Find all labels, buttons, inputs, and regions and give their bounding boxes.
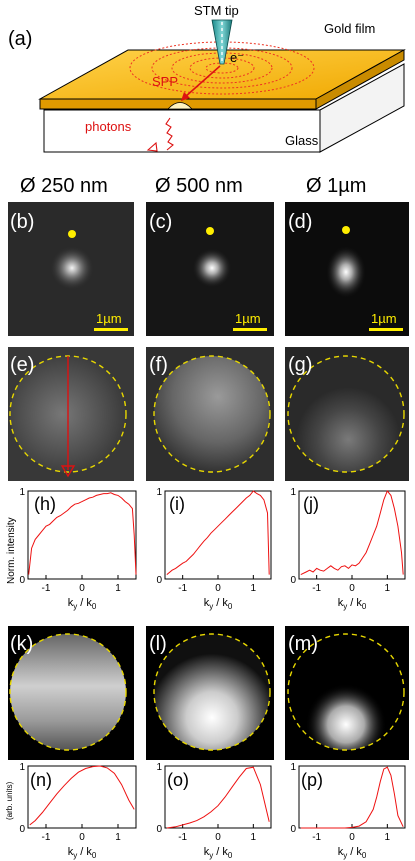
panel-e [8, 347, 134, 481]
x-tick-label-p: -1 [312, 832, 321, 843]
hole [167, 102, 193, 110]
y-tick-label-o: 0 [156, 824, 162, 835]
stm-tip-label: STM tip [194, 3, 239, 18]
spp-label: SPP [152, 74, 178, 89]
panel-label-n: (n) [30, 770, 52, 790]
panel-b [8, 202, 134, 336]
x-axis-label-n: ky / k0 [68, 846, 97, 860]
panel-g [285, 347, 409, 481]
panel-label-e: (e) [10, 354, 34, 376]
panel-label-k: (k) [10, 633, 33, 655]
x-tick-label-o: 0 [215, 832, 221, 843]
glass-label: Glass [285, 133, 319, 148]
plot-frame-p [298, 765, 406, 829]
x-tick-label-h: -1 [42, 583, 51, 594]
panel-label-l: (l) [149, 633, 167, 655]
spp-arrowhead [181, 92, 190, 101]
panel-label-i: (i) [169, 494, 185, 514]
x-tick-label-j: -1 [312, 583, 321, 594]
y-tick-label-o: 1 [156, 762, 162, 773]
ylabel-simulation: (arb. units) [5, 781, 14, 820]
x-tick-label-p: 0 [349, 832, 355, 843]
spp-arrow [184, 65, 221, 98]
scale-bar-label-d: 1µm [371, 311, 397, 326]
panel-label-h: (h) [34, 494, 56, 514]
plot-frame-h [27, 490, 137, 580]
x-tick-label-n: 1 [115, 832, 121, 843]
panel-label-b: (b) [10, 211, 34, 233]
gold-film-side [315, 49, 405, 110]
panel-d [285, 202, 409, 336]
curve-i [166, 490, 270, 575]
ylabel-experiment: Norm. intensity [6, 517, 17, 584]
x-tick-label-i: 1 [251, 583, 257, 594]
x-tick-label-h: 0 [79, 583, 85, 594]
curve-n [29, 765, 135, 826]
photon-arrowhead [146, 141, 158, 152]
x-tick-label-j: 0 [349, 583, 355, 594]
glass-side [319, 63, 405, 153]
x-tick-label-o: 1 [251, 832, 257, 843]
x-axis-label-h: ky / k0 [68, 597, 97, 611]
panel-label-g: (g) [288, 354, 312, 376]
panel-label-j: (j) [303, 494, 319, 514]
plot-frame-n [27, 765, 137, 829]
panel-label-a: (a) [8, 28, 32, 50]
scale-bar-label-c: 1µm [235, 311, 261, 326]
x-axis-label-o: ky / k0 [204, 846, 233, 860]
plot-frame-i [164, 490, 272, 580]
curve-p [300, 766, 404, 829]
x-axis-label-p: ky / k0 [338, 846, 367, 860]
x-tick-label-i: -1 [178, 583, 187, 594]
y-tick-label-i: 0 [156, 575, 162, 586]
gold-film-label: Gold film [324, 21, 375, 36]
y-tick-label-p: 1 [290, 762, 296, 773]
profile-plots: -1 0 1 0 1 ky / k0 (h) -1 0 1 0 1 ky / k0 (i) -1 0 1 0 1 ky… [19, 487, 406, 860]
y-tick-label-h: 0 [19, 575, 25, 586]
electron-label: e⁻ [230, 50, 244, 65]
panel-f [146, 347, 274, 481]
column-header-250: Ø 250 nm [20, 175, 108, 197]
panel-label-d: (d) [288, 211, 312, 233]
column-header-1um: Ø 1µm [306, 175, 366, 197]
scale-bar-label-b: 1µm [96, 311, 122, 326]
y-tick-label-j: 0 [290, 575, 296, 586]
x-axis-label-i: ky / k0 [204, 597, 233, 611]
x-tick-label-n: -1 [42, 832, 51, 843]
panel-k [8, 626, 134, 760]
x-tick-label-p: 1 [385, 832, 391, 843]
y-tick-label-n: 1 [19, 762, 25, 773]
x-axis-label-j: ky / k0 [338, 597, 367, 611]
x-tick-label-h: 1 [115, 583, 121, 594]
x-tick-label-j: 1 [385, 583, 391, 594]
panel-label-c: (c) [149, 211, 172, 233]
y-tick-label-n: 0 [19, 824, 25, 835]
y-tick-label-i: 1 [156, 487, 162, 498]
plot-frame-o [164, 765, 272, 829]
photon-wave [165, 117, 174, 151]
y-tick-label-p: 0 [290, 824, 296, 835]
x-tick-label-n: 0 [79, 832, 85, 843]
panel-m [285, 626, 409, 760]
panel-l [146, 626, 274, 760]
panel-label-m: (m) [288, 633, 318, 655]
curve-o [166, 766, 270, 829]
panel-label-f: (f) [149, 354, 168, 376]
y-tick-label-j: 1 [290, 487, 296, 498]
x-tick-label-o: -1 [178, 832, 187, 843]
photons-label: photons [85, 119, 132, 134]
x-tick-label-i: 0 [215, 583, 221, 594]
panel-label-o: (o) [167, 770, 189, 790]
panel-label-p: (p) [301, 770, 323, 790]
curve-j [300, 490, 404, 576]
panel-c [146, 202, 274, 336]
curve-h [28, 492, 137, 575]
y-tick-label-h: 1 [19, 487, 25, 498]
column-header-500: Ø 500 nm [155, 175, 243, 197]
